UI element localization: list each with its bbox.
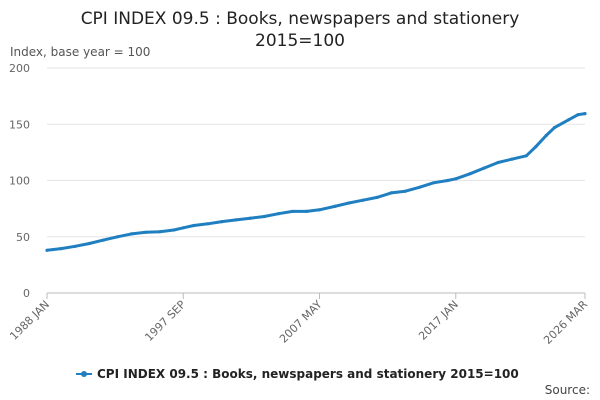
data-point[interactable]	[482, 166, 486, 170]
x-tick-label: 1988 JAN	[7, 298, 52, 343]
y-tick-label: 0	[23, 287, 30, 300]
data-point[interactable]	[576, 113, 580, 117]
data-point[interactable]	[347, 201, 351, 205]
data-point[interactable]	[172, 228, 176, 232]
y-axis-ticks: 0 50 100 150 200	[9, 62, 30, 300]
data-point[interactable]	[290, 209, 295, 213]
data-point[interactable]	[403, 189, 407, 193]
data-point[interactable]	[181, 226, 185, 230]
gridlines	[47, 67, 585, 294]
chart-title-line-1: CPI INDEX 09.5 : Books, newspapers and s…	[80, 9, 520, 29]
data-point[interactable]	[248, 216, 252, 220]
data-point[interactable]	[567, 118, 571, 122]
legend-swatch-marker[interactable]	[81, 371, 87, 377]
data-point[interactable]	[375, 195, 379, 199]
data-point[interactable]	[276, 212, 280, 216]
data-point[interactable]	[192, 223, 196, 228]
source-label: Source:	[545, 383, 590, 397]
x-tick-label: 2017 JAN	[416, 298, 461, 343]
data-point[interactable]	[115, 235, 120, 239]
x-tick-label: 1997 SEP	[142, 298, 188, 344]
data-point[interactable]	[544, 133, 548, 138]
data-point[interactable]	[510, 157, 514, 161]
data-point[interactable]	[389, 191, 393, 195]
data-point[interactable]	[333, 204, 337, 208]
data-point[interactable]	[524, 154, 528, 158]
data-point[interactable]	[101, 238, 105, 242]
data-point[interactable]	[583, 112, 587, 116]
plot-area	[45, 112, 587, 252]
data-point[interactable]	[446, 178, 450, 183]
data-point[interactable]	[552, 126, 557, 130]
y-tick-label: 100	[9, 175, 30, 188]
data-point[interactable]	[45, 248, 49, 252]
data-point[interactable]	[417, 185, 421, 189]
data-point[interactable]	[158, 230, 162, 234]
data-point[interactable]	[87, 241, 91, 246]
x-axis: 1988 JAN 1997 SEP 2007 MAY 2017 JAN 2026 MAR	[7, 292, 590, 347]
x-tick-label: 2007 MAY	[277, 298, 325, 346]
data-point[interactable]	[206, 222, 210, 226]
data-point[interactable]	[262, 214, 266, 219]
y-tick-label: 150	[9, 118, 30, 131]
data-point[interactable]	[431, 181, 436, 185]
data-point[interactable]	[305, 209, 309, 213]
chart-title: CPI INDEX 09.5 : Books, newspapers and s…	[0, 8, 600, 52]
legend[interactable]: CPI INDEX 09.5 : Books, newspapers and s…	[76, 367, 519, 381]
data-point[interactable]	[454, 177, 458, 181]
data-point[interactable]	[59, 247, 63, 251]
data-point[interactable]	[534, 145, 538, 149]
data-point[interactable]	[144, 230, 148, 234]
x-tick-label: 2026 MAR	[541, 298, 590, 347]
y-axis-label: Index, base year = 100	[10, 45, 150, 59]
y-tick-label: 50	[16, 231, 30, 244]
data-point[interactable]	[361, 198, 365, 202]
y-tick-label: 200	[9, 62, 30, 75]
data-point[interactable]	[496, 160, 500, 165]
data-point[interactable]	[317, 208, 322, 212]
chart-title-line-2: 2015=100	[255, 31, 345, 51]
legend-label[interactable]: CPI INDEX 09.5 : Books, newspapers and s…	[97, 367, 519, 381]
data-point[interactable]	[468, 172, 472, 176]
data-point[interactable]	[130, 232, 134, 236]
data-point[interactable]	[234, 218, 238, 222]
data-point[interactable]	[73, 244, 77, 248]
series-line[interactable]	[45, 112, 587, 252]
data-point[interactable]	[220, 220, 224, 224]
